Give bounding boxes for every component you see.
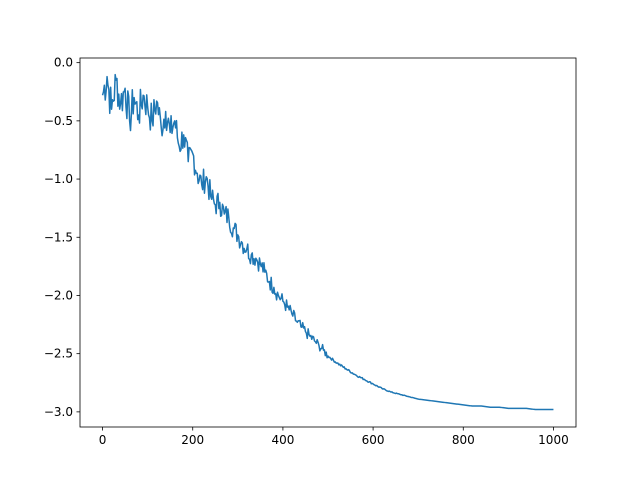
series-layer	[101, 73, 554, 411]
series-line-0	[101, 73, 554, 411]
y-axis: 0.0 −0.5 −1.0 −1.5 −2.0 −2.5 −3.0	[44, 56, 80, 419]
x-tick-label: 400	[271, 433, 294, 447]
plot-frame	[79, 57, 577, 428]
y-tick-label: −0.5	[44, 114, 73, 128]
y-tick-label: −3.0	[44, 405, 73, 419]
x-tick-label: 800	[452, 433, 475, 447]
y-tick-label: 0.0	[54, 56, 73, 70]
y-tick-label: −1.0	[44, 172, 73, 186]
x-tick-label: 1000	[538, 433, 569, 447]
x-tick-label: 0	[99, 433, 107, 447]
y-tick-label: −2.0	[44, 288, 73, 302]
y-tick-label: −1.5	[44, 230, 73, 244]
x-tick-label: 600	[362, 433, 385, 447]
y-tick-label: −2.5	[44, 347, 73, 361]
x-axis: 0 200 400 600 800 1000	[99, 427, 569, 447]
x-tick-label: 200	[181, 433, 204, 447]
